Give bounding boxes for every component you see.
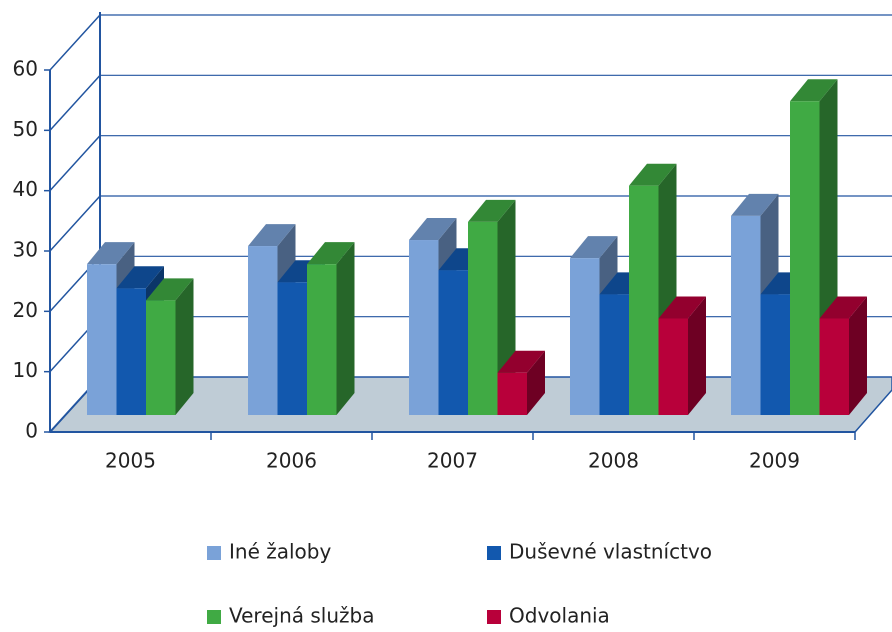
bar-top	[658, 296, 706, 319]
bar-top	[248, 224, 296, 247]
bar-front	[468, 221, 498, 415]
legend-label: Iné žaloby	[229, 540, 331, 564]
bar-front	[409, 240, 439, 415]
bar	[497, 350, 545, 415]
bar-top	[468, 199, 516, 222]
bar-top	[146, 278, 194, 301]
y-tick-label: 50	[13, 117, 38, 141]
bar-top	[570, 236, 618, 259]
bar	[819, 296, 867, 415]
y-tick-label: 30	[13, 238, 38, 262]
grid-diagonal	[49, 74, 101, 131]
bar-front	[277, 282, 307, 415]
bar-front	[438, 270, 468, 415]
bar-side	[336, 242, 355, 415]
bar-front	[760, 294, 790, 415]
bar-top	[409, 218, 457, 241]
y-tick-label: 0	[25, 419, 38, 443]
bar	[658, 296, 706, 415]
legend-label: Duševné vlastníctvo	[509, 540, 712, 564]
bar-front	[497, 372, 527, 415]
bar-side	[849, 296, 867, 415]
bar-front	[790, 101, 820, 416]
x-tick-label: 2007	[427, 449, 478, 473]
bar-top	[116, 266, 164, 289]
bar	[790, 79, 838, 416]
bar-top	[731, 193, 779, 216]
x-tick-label: 2005	[105, 449, 156, 473]
x-tick-label: 2008	[588, 449, 639, 473]
bar-front	[658, 318, 688, 415]
bar	[307, 242, 355, 415]
bar-front	[570, 258, 600, 415]
bar-front	[731, 215, 761, 415]
legend-swatch	[207, 546, 221, 560]
bar-side	[688, 296, 706, 415]
x-tick-label: 2006	[266, 449, 317, 473]
legend-swatch	[487, 546, 501, 560]
grid-diagonal	[49, 135, 101, 192]
x-tick-label: 2009	[749, 449, 800, 473]
legend-swatch	[487, 610, 501, 624]
bar-side	[175, 278, 194, 415]
bar-front	[87, 264, 117, 415]
y-tick-label: 20	[13, 298, 38, 322]
bar-top	[307, 242, 355, 265]
bar-front	[146, 300, 176, 415]
y-tick-label: 10	[13, 358, 38, 382]
bar-front	[307, 264, 337, 415]
bar-front	[819, 318, 849, 415]
bar-front	[629, 185, 659, 415]
grid-diagonal	[49, 14, 101, 71]
bar-side	[527, 350, 545, 415]
y-tick-label: 40	[13, 177, 38, 201]
bar-front	[116, 288, 146, 415]
legend-label: Odvolania	[509, 604, 610, 628]
bar-top	[819, 296, 867, 319]
bar-front	[248, 246, 278, 415]
bar-top	[497, 350, 545, 373]
legend-label: Verejná služba	[229, 604, 374, 628]
bar-front	[599, 294, 629, 415]
legend-swatch	[207, 610, 221, 624]
y-tick-label: 60	[13, 57, 38, 81]
bar	[146, 278, 194, 415]
bar-top	[629, 163, 677, 186]
bar-top	[87, 242, 135, 265]
bar-top	[790, 79, 838, 102]
grid-diagonal	[49, 195, 101, 252]
